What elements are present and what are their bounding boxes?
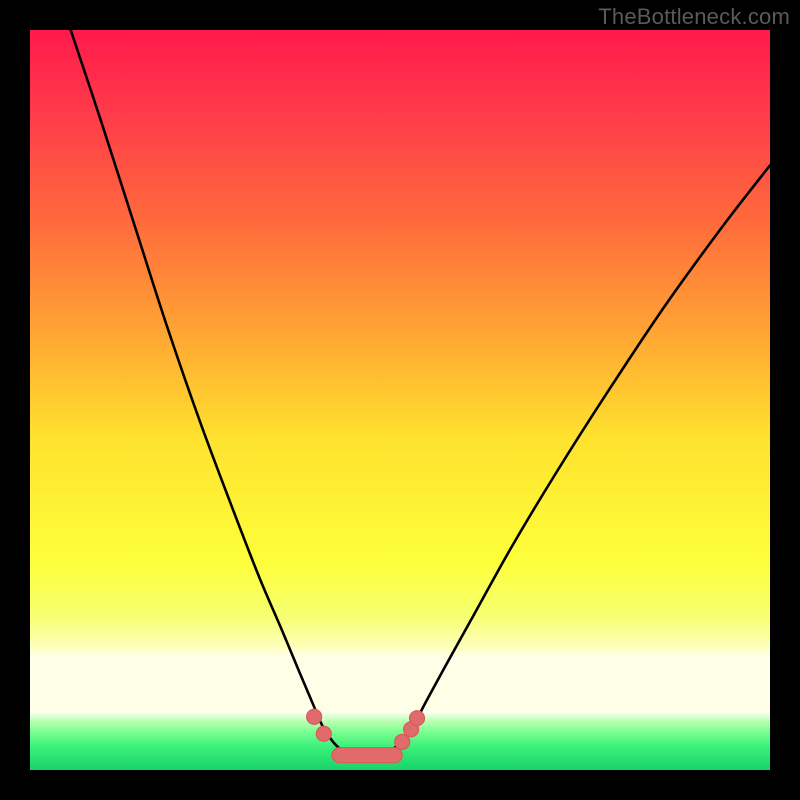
bottleneck-curve [71,30,770,755]
trough-dot [316,726,331,741]
curve-layer [30,30,770,770]
trough-dot [395,734,410,749]
trough-dot [410,711,425,726]
watermark-text: TheBottleneck.com [598,4,790,30]
bottom-marker-group [307,709,425,762]
plot-area [30,30,770,770]
stage: TheBottleneck.com [0,0,800,800]
trough-bar [332,748,402,763]
trough-dot [307,709,322,724]
